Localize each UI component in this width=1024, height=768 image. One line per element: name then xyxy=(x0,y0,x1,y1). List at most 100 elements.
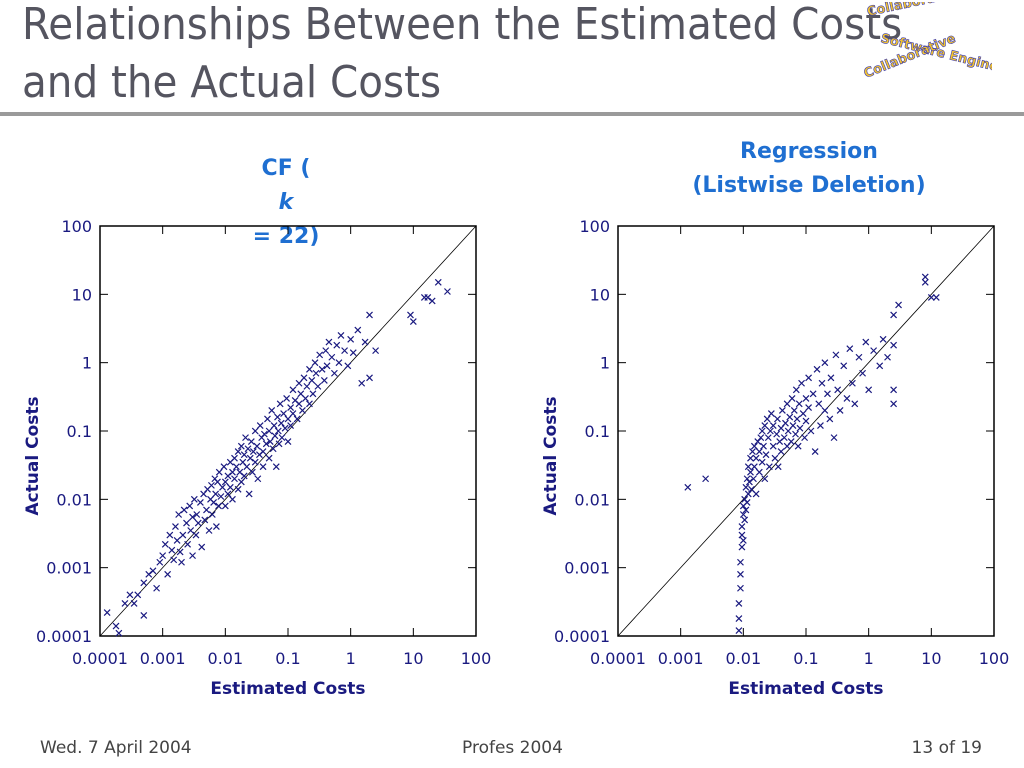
y-tick-label: 1 xyxy=(600,354,610,373)
y-tick-label: 0.001 xyxy=(46,559,92,578)
data-point xyxy=(737,558,744,566)
data-point xyxy=(344,362,352,370)
data-point xyxy=(747,468,754,476)
y-tick-label: 0.1 xyxy=(67,422,92,441)
data-point xyxy=(289,410,297,417)
data-point xyxy=(742,483,750,491)
data-point xyxy=(349,349,357,357)
data-point xyxy=(240,472,248,480)
data-point xyxy=(799,410,807,417)
data-point xyxy=(173,537,181,544)
data-point xyxy=(780,434,788,442)
data-point xyxy=(834,386,842,394)
x-axis-label: Estimated Costs xyxy=(210,679,365,699)
y-tick-label: 10 xyxy=(590,285,610,304)
data-point xyxy=(921,273,929,281)
data-point xyxy=(750,463,758,471)
data-point xyxy=(764,434,772,442)
data-point xyxy=(320,376,328,384)
data-point xyxy=(795,400,803,408)
footer-page-number: 13 of 19 xyxy=(911,738,982,758)
data-point xyxy=(322,347,330,355)
data-point xyxy=(237,442,245,450)
data-point xyxy=(189,513,196,521)
data-point xyxy=(168,546,176,554)
data-point xyxy=(424,294,432,301)
data-point xyxy=(208,481,215,489)
data-point xyxy=(170,556,178,564)
data-point xyxy=(684,483,692,491)
data-point xyxy=(761,422,769,430)
data-point xyxy=(890,341,898,349)
data-point xyxy=(103,609,111,617)
data-point xyxy=(221,478,229,486)
data-point xyxy=(281,424,289,432)
data-point xyxy=(231,454,238,462)
y-tick-label: 0.0001 xyxy=(36,627,92,646)
data-point xyxy=(333,341,341,349)
data-point xyxy=(259,463,267,471)
data-point xyxy=(130,599,138,607)
data-point xyxy=(747,454,754,462)
data-point xyxy=(253,442,261,450)
data-point xyxy=(271,432,279,440)
data-point xyxy=(862,338,870,346)
data-point xyxy=(792,386,800,394)
data-point xyxy=(212,490,220,498)
data-point xyxy=(769,442,777,450)
x-tick-label: 100 xyxy=(979,649,1010,668)
data-point xyxy=(739,537,747,544)
chart-title-regression-line1: Regression xyxy=(740,139,878,164)
data-point xyxy=(115,629,123,637)
data-point xyxy=(249,448,257,455)
data-point xyxy=(735,615,743,622)
data-point xyxy=(743,475,751,483)
data-point xyxy=(210,499,218,506)
y-tick-label: 0.0001 xyxy=(554,627,610,646)
data-point xyxy=(760,442,767,450)
data-point xyxy=(774,463,782,471)
data-point xyxy=(798,379,806,387)
data-point xyxy=(890,311,898,319)
chart-title-variable: k xyxy=(278,190,294,215)
data-point xyxy=(231,475,238,483)
data-point xyxy=(755,468,763,476)
x-tick-label: 1 xyxy=(346,649,356,668)
data-point xyxy=(763,415,771,423)
data-point xyxy=(735,599,743,607)
data-point xyxy=(755,448,763,455)
data-point xyxy=(813,365,821,373)
y-tick-label: 10 xyxy=(72,285,92,304)
data-point xyxy=(754,438,762,446)
data-point xyxy=(219,483,226,491)
data-point xyxy=(354,326,362,334)
y-tick-label: 1 xyxy=(82,354,92,373)
data-point xyxy=(309,390,317,398)
data-point xyxy=(208,511,216,518)
data-point xyxy=(178,558,185,566)
data-point xyxy=(140,612,148,619)
data-point xyxy=(280,410,288,417)
x-tick-label: 10 xyxy=(403,649,423,668)
data-point xyxy=(876,362,884,370)
data-point xyxy=(126,591,134,599)
data-point xyxy=(234,448,242,455)
data-point xyxy=(784,427,792,435)
data-point xyxy=(270,422,278,430)
data-point xyxy=(323,362,331,370)
x-tick-label: 10 xyxy=(921,649,941,668)
y-tick-label: 0.001 xyxy=(564,559,610,578)
data-point xyxy=(890,400,898,408)
data-point xyxy=(737,570,744,578)
data-point xyxy=(335,359,343,367)
data-point xyxy=(921,278,929,286)
data-point xyxy=(846,345,854,353)
data-point xyxy=(215,468,223,476)
reference-line xyxy=(617,225,995,637)
data-point xyxy=(752,454,760,462)
footer-date: Wed. 7 April 2004 xyxy=(40,738,192,758)
data-point xyxy=(773,430,781,438)
data-point xyxy=(314,382,322,390)
data-point xyxy=(164,570,172,578)
x-tick-label: 0.0001 xyxy=(590,649,646,668)
